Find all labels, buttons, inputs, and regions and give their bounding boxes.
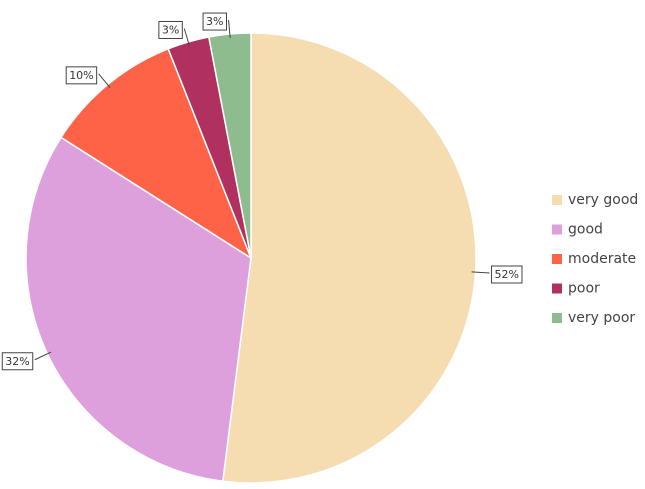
data-label: 52% xyxy=(495,268,519,281)
data-label-box xyxy=(158,20,183,39)
leader-line xyxy=(98,73,111,89)
data-label: 32% xyxy=(5,355,29,368)
legend-label: very poor xyxy=(568,310,635,326)
pie xyxy=(25,32,477,484)
legend-swatch xyxy=(552,224,562,235)
leader-line xyxy=(34,351,52,361)
legend-label: poor xyxy=(568,281,600,297)
data-label-box xyxy=(202,12,228,31)
data-label-box xyxy=(1,352,34,371)
data-label-box xyxy=(491,265,523,284)
legend-label: moderate xyxy=(568,251,636,267)
data-label: 10% xyxy=(69,69,93,82)
data-label-box xyxy=(65,66,98,85)
legend-swatch xyxy=(552,313,562,323)
legend: very good good moderate poor very poor xyxy=(552,192,638,326)
data-label: 3% xyxy=(206,15,223,28)
legend-label: very good xyxy=(568,192,638,208)
data-labels: 52% 32% 10% 3% 3% xyxy=(1,12,523,371)
leader-line xyxy=(471,271,490,274)
data-label: 3% xyxy=(162,23,179,36)
legend-swatch xyxy=(552,283,562,294)
legend-swatch xyxy=(552,195,562,205)
leader-line xyxy=(228,20,231,39)
legend-label: good xyxy=(568,222,603,238)
pie-slice xyxy=(221,32,477,484)
leader-line xyxy=(183,28,190,46)
legend-swatch xyxy=(552,254,562,264)
